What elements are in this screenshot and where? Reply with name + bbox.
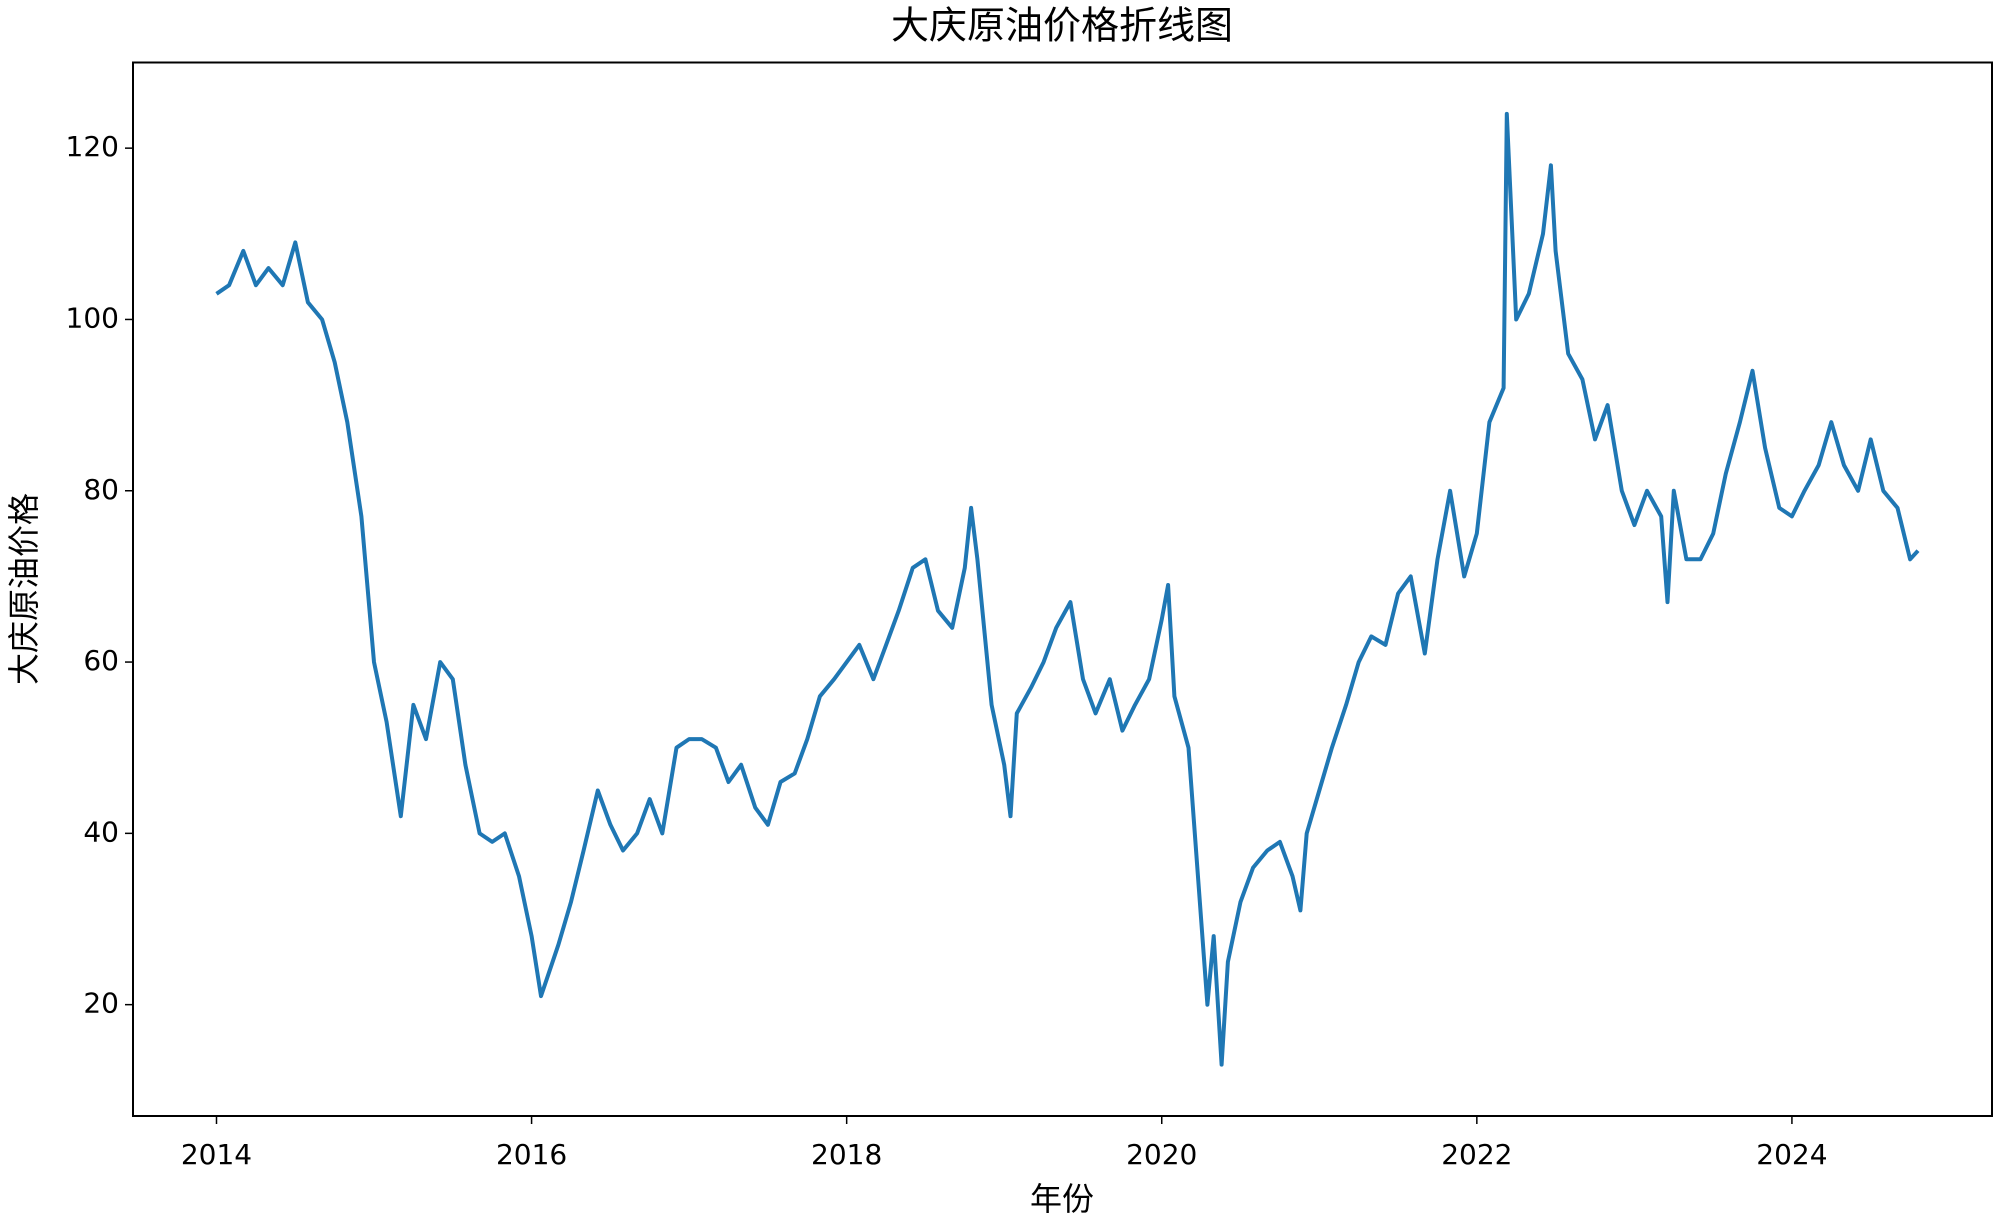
- price-line: [215, 111, 1920, 1067]
- x-tick-label: 2016: [496, 1138, 567, 1171]
- plot-frame: [132, 61, 1993, 1117]
- x-axis-label: 年份: [1030, 1180, 1094, 1218]
- y-axis-label: 大庆原油价格: [5, 493, 43, 685]
- y-tick-label: 60: [83, 644, 119, 677]
- chart-title: 大庆原油价格折线图: [891, 4, 1233, 48]
- y-tick-label: 120: [66, 130, 119, 163]
- y-tick-label: 100: [66, 301, 119, 334]
- x-tick-label: 2014: [181, 1138, 252, 1171]
- x-tick-label: 2020: [1126, 1138, 1197, 1171]
- x-tick-label: 2018: [811, 1138, 882, 1171]
- y-tick-label: 40: [83, 815, 119, 848]
- x-tick-label: 2022: [1441, 1138, 1512, 1171]
- y-tick-label: 20: [83, 987, 119, 1020]
- y-tick-label: 80: [83, 473, 119, 506]
- x-tick-label: 2024: [1756, 1138, 1827, 1171]
